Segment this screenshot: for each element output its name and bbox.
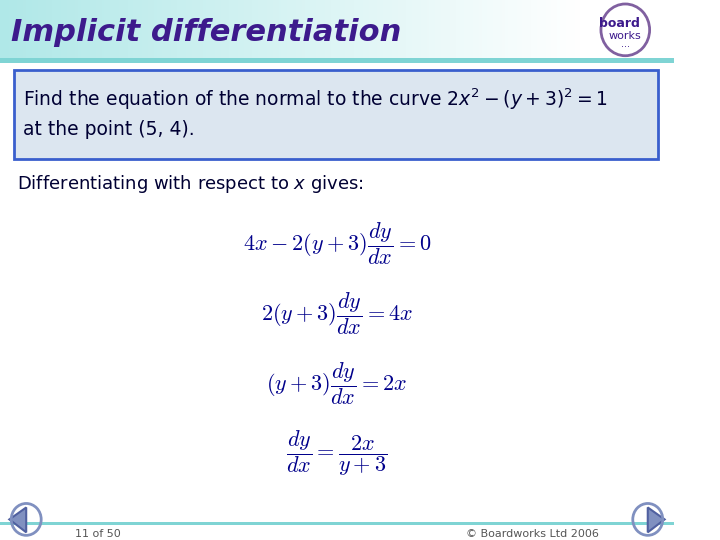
Text: board: board [599,17,640,30]
Text: $(y+3)\dfrac{dy}{dx} = 2x$: $(y+3)\dfrac{dy}{dx} = 2x$ [266,360,408,407]
Text: works: works [609,31,642,41]
Text: $\dfrac{dy}{dx} = \dfrac{2x}{y+3}$: $\dfrac{dy}{dx} = \dfrac{2x}{y+3}$ [287,428,387,478]
Text: $4x - 2(y+3)\dfrac{dy}{dx} = 0$: $4x - 2(y+3)\dfrac{dy}{dx} = 0$ [243,220,431,267]
Text: Differentiating with respect to $x$ gives:: Differentiating with respect to $x$ give… [17,173,364,195]
Text: 11 of 50: 11 of 50 [75,529,121,539]
Text: © Boardworks Ltd 2006: © Boardworks Ltd 2006 [467,529,599,539]
Text: $2(y+3)\dfrac{dy}{dx} = 4x$: $2(y+3)\dfrac{dy}{dx} = 4x$ [261,290,413,337]
Polygon shape [9,508,26,532]
Text: at the point (5, 4).: at the point (5, 4). [24,120,195,139]
Text: Find the equation of the normal to the curve $2x^2 - (y + 3)^2 = 1$: Find the equation of the normal to the c… [24,87,608,112]
Text: Implicit differentiation: Implicit differentiation [12,18,402,48]
Text: ...: ... [621,39,630,49]
FancyBboxPatch shape [14,70,658,159]
Polygon shape [648,508,665,532]
